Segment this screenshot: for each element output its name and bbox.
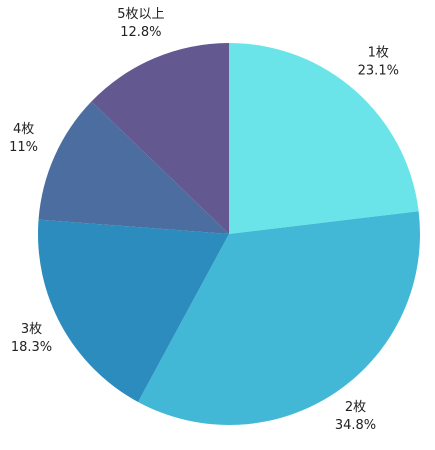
pie-labels: 1枚 23.1%2枚 34.8%3枚 18.3%4枚 11%5枚以上 12.8% — [9, 7, 399, 433]
slice-label-3: 3枚 18.3% — [11, 322, 52, 355]
pie-slice-3 — [37, 219, 229, 402]
slice-category-label: 2枚 — [345, 400, 366, 415]
slice-label-4: 4枚 11% — [9, 122, 38, 155]
slice-label-2: 2枚 34.8% — [335, 400, 376, 433]
slice-category-label: 3枚 — [21, 322, 42, 337]
slice-category-label: 5枚以上 — [117, 7, 164, 22]
slice-label-5: 5枚以上 12.8% — [117, 7, 164, 40]
slice-label-1: 1枚 23.1% — [358, 46, 399, 79]
pie-slice-2 — [138, 211, 420, 425]
slice-value-label: 11% — [9, 140, 38, 155]
slice-value-label: 23.1% — [358, 64, 399, 79]
slice-value-label: 18.3% — [11, 340, 52, 355]
pie-slice-5 — [91, 42, 229, 234]
slice-value-label: 12.8% — [120, 25, 161, 40]
pie-slices — [37, 42, 420, 425]
pie-slice-4 — [38, 101, 229, 234]
pie-slice-1 — [229, 43, 419, 234]
slice-value-label: 34.8% — [335, 418, 376, 433]
slice-category-label: 4枚 — [13, 122, 34, 137]
slice-category-label: 1枚 — [368, 46, 389, 61]
